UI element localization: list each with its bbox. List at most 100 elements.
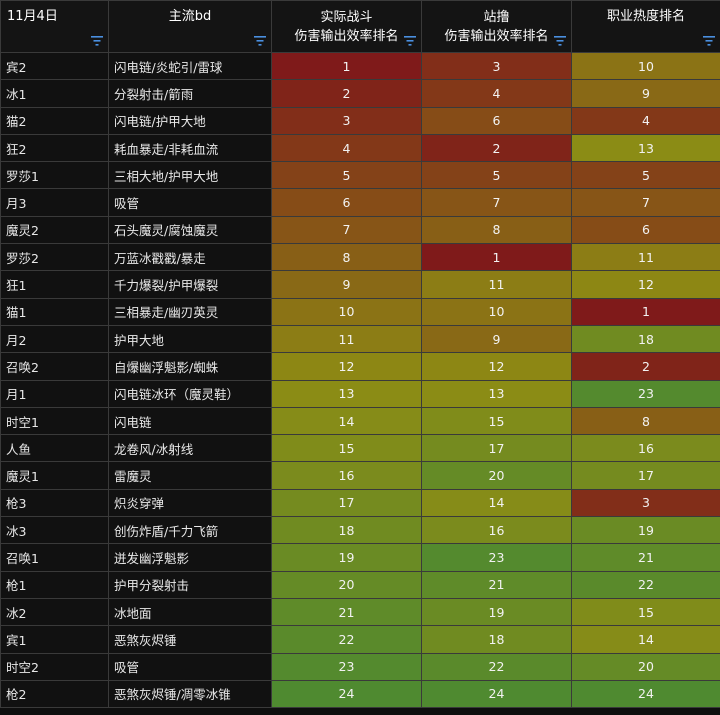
stand-rank-cell[interactable]: 19: [421, 597, 572, 627]
heat-rank-cell[interactable]: 24: [571, 679, 720, 709]
actual-rank-cell[interactable]: 1: [271, 51, 422, 81]
build-cell[interactable]: 护甲分裂射击: [108, 570, 272, 599]
class-cell[interactable]: 月3: [0, 188, 109, 217]
filter-icon[interactable]: [254, 36, 266, 46]
stand-rank-cell[interactable]: 16: [421, 516, 572, 545]
build-cell[interactable]: 石头魔灵/腐蚀魔灵: [108, 215, 272, 245]
class-cell[interactable]: 月1: [0, 379, 109, 408]
build-cell[interactable]: 闪电链冰环（魔灵鞋）: [108, 379, 272, 408]
build-cell[interactable]: 分裂射击/箭雨: [108, 79, 272, 108]
actual-rank-cell[interactable]: 14: [271, 406, 422, 436]
stand-rank-cell[interactable]: 1: [421, 243, 572, 272]
actual-rank-cell[interactable]: 19: [271, 543, 422, 572]
heat-rank-cell[interactable]: 4: [571, 106, 720, 135]
class-cell[interactable]: 月2: [0, 324, 109, 354]
class-cell[interactable]: 魔灵1: [0, 461, 109, 490]
stand-rank-cell[interactable]: 22: [421, 652, 572, 681]
heat-rank-cell[interactable]: 17: [571, 461, 720, 490]
class-cell[interactable]: 召唤2: [0, 352, 109, 381]
build-cell[interactable]: 吸管: [108, 188, 272, 217]
stand-rank-cell[interactable]: 9: [421, 324, 572, 354]
build-cell[interactable]: 三相大地/护甲大地: [108, 161, 272, 190]
heat-rank-cell[interactable]: 21: [571, 543, 720, 572]
heat-rank-cell[interactable]: 5: [571, 161, 720, 190]
heat-rank-cell[interactable]: 6: [571, 215, 720, 245]
heat-rank-cell[interactable]: 16: [571, 434, 720, 463]
actual-rank-cell[interactable]: 15: [271, 434, 422, 463]
actual-rank-cell[interactable]: 18: [271, 516, 422, 545]
class-cell[interactable]: 宾2: [0, 51, 109, 81]
stand-rank-cell[interactable]: 20: [421, 461, 572, 490]
heat-rank-cell[interactable]: 23: [571, 379, 720, 408]
actual-rank-cell[interactable]: 13: [271, 379, 422, 408]
build-cell[interactable]: 冰地面: [108, 597, 272, 627]
actual-rank-cell[interactable]: 9: [271, 270, 422, 299]
heat-rank-cell[interactable]: 18: [571, 324, 720, 354]
heat-rank-cell[interactable]: 3: [571, 488, 720, 518]
stand-rank-cell[interactable]: 10: [421, 297, 572, 326]
stand-rank-cell[interactable]: 23: [421, 543, 572, 572]
stand-rank-cell[interactable]: 17: [421, 434, 572, 463]
stand-rank-cell[interactable]: 11: [421, 270, 572, 299]
build-cell[interactable]: 炽炎穿弹: [108, 488, 272, 518]
build-cell[interactable]: 迸发幽浮魁影: [108, 543, 272, 572]
heat-rank-cell[interactable]: 8: [571, 406, 720, 436]
build-cell[interactable]: 恶煞灰烬锤: [108, 625, 272, 654]
actual-rank-cell[interactable]: 6: [271, 188, 422, 217]
class-cell[interactable]: 枪1: [0, 570, 109, 599]
build-cell[interactable]: 龙卷风/冰射线: [108, 434, 272, 463]
actual-rank-cell[interactable]: 7: [271, 215, 422, 245]
actual-rank-cell[interactable]: 16: [271, 461, 422, 490]
build-cell[interactable]: 自爆幽浮魁影/蜘蛛: [108, 352, 272, 381]
stand-rank-cell[interactable]: 8: [421, 215, 572, 245]
stand-rank-cell[interactable]: 6: [421, 106, 572, 135]
class-cell[interactable]: 冰3: [0, 516, 109, 545]
heat-rank-cell[interactable]: 14: [571, 625, 720, 654]
class-cell[interactable]: 人鱼: [0, 434, 109, 463]
heat-rank-cell[interactable]: 10: [571, 51, 720, 81]
build-cell[interactable]: 三相暴走/幽刃英灵: [108, 297, 272, 326]
actual-rank-cell[interactable]: 8: [271, 243, 422, 272]
build-cell[interactable]: 万蓝冰戳戳/暴走: [108, 243, 272, 272]
stand-rank-cell[interactable]: 13: [421, 379, 572, 408]
actual-rank-cell[interactable]: 17: [271, 488, 422, 518]
class-cell[interactable]: 罗莎1: [0, 161, 109, 190]
actual-rank-cell[interactable]: 4: [271, 133, 422, 163]
stand-rank-cell[interactable]: 21: [421, 570, 572, 599]
heat-rank-cell[interactable]: 11: [571, 243, 720, 272]
class-cell[interactable]: 狂2: [0, 133, 109, 163]
actual-rank-cell[interactable]: 10: [271, 297, 422, 326]
class-cell[interactable]: 时空1: [0, 406, 109, 436]
stand-rank-cell[interactable]: 14: [421, 488, 572, 518]
heat-rank-cell[interactable]: 7: [571, 188, 720, 217]
actual-rank-cell[interactable]: 11: [271, 324, 422, 354]
class-cell[interactable]: 冰2: [0, 597, 109, 627]
stand-rank-cell[interactable]: 7: [421, 188, 572, 217]
actual-rank-cell[interactable]: 2: [271, 79, 422, 108]
stand-rank-cell[interactable]: 15: [421, 406, 572, 436]
actual-rank-cell[interactable]: 12: [271, 352, 422, 381]
stand-rank-cell[interactable]: 2: [421, 133, 572, 163]
build-cell[interactable]: 闪电链: [108, 406, 272, 436]
stand-rank-cell[interactable]: 24: [421, 679, 572, 709]
heat-rank-cell[interactable]: 2: [571, 352, 720, 381]
heat-rank-cell[interactable]: 13: [571, 133, 720, 163]
stand-rank-cell[interactable]: 3: [421, 51, 572, 81]
heat-rank-cell[interactable]: 22: [571, 570, 720, 599]
class-cell[interactable]: 狂1: [0, 270, 109, 299]
build-cell[interactable]: 千力爆裂/护甲爆裂: [108, 270, 272, 299]
actual-rank-cell[interactable]: 5: [271, 161, 422, 190]
build-cell[interactable]: 雷魔灵: [108, 461, 272, 490]
heat-rank-cell[interactable]: 20: [571, 652, 720, 681]
filter-icon[interactable]: [91, 36, 103, 46]
filter-icon[interactable]: [554, 36, 566, 46]
class-cell[interactable]: 魔灵2: [0, 215, 109, 245]
class-cell[interactable]: 罗莎2: [0, 243, 109, 272]
actual-rank-cell[interactable]: 21: [271, 597, 422, 627]
class-cell[interactable]: 猫1: [0, 297, 109, 326]
heat-rank-cell[interactable]: 12: [571, 270, 720, 299]
build-cell[interactable]: 创伤炸盾/千力飞箭: [108, 516, 272, 545]
filter-icon[interactable]: [404, 36, 416, 46]
class-cell[interactable]: 猫2: [0, 106, 109, 135]
stand-rank-cell[interactable]: 12: [421, 352, 572, 381]
